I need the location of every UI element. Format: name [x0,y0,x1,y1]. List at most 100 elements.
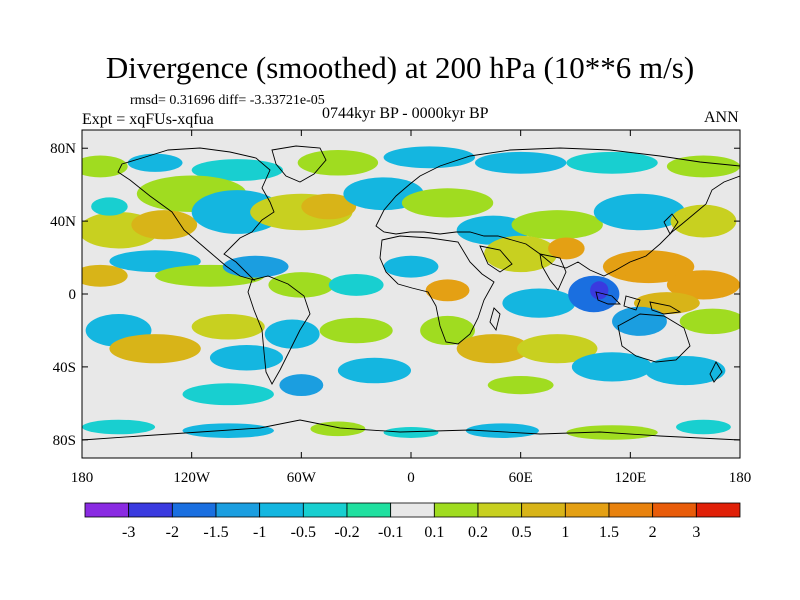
divergence-region [264,319,320,349]
divergence-region [566,151,658,174]
colorbar-label: 2 [649,524,657,541]
colorbar-label: 0.5 [512,524,532,541]
colorbar-swatch [215,502,261,518]
divergence-region [383,255,439,278]
divergence-region [191,314,265,340]
divergence-region [383,427,439,438]
map-axes: 80N 40N 0 40S 80S 180 120W 60W 0 60E 120E 180 [50,130,751,486]
figure-title: Divergence (smoothed) at 200 hPa (10**6 … [105,50,695,85]
divergence-region [91,197,128,216]
coastlines [82,145,740,441]
colorbar-swatch [521,502,566,518]
divergence-region [511,210,603,240]
lon-tick-label: 60E [509,470,533,486]
experiment-label: Expt = xqFUs-xqfua [82,111,214,128]
divergence-region [602,250,695,284]
colorbar-label: -0.5 [291,524,316,541]
divergence-region [319,317,393,344]
colorbar-swatch [433,502,479,518]
colorbar-swatch [390,502,435,518]
lat-tick-label: 80S [53,433,76,449]
divergence-region [109,250,201,273]
divergence-region [209,345,284,371]
colorbar-swatch [695,502,741,518]
divergence-region [109,334,201,364]
colorbar-label: 1.5 [599,524,619,541]
colorbar-swatch [608,502,654,518]
divergence-region [328,273,384,296]
colorbar: -3 -2 -1.5 -1 -0.5 -0.2 -0.1 0.1 0.2 0.5 1 1.5 2 3 [84,502,741,541]
divergence-region [571,352,653,382]
divergence-region [301,193,357,220]
divergence-region [82,264,128,287]
divergence-region [593,193,686,231]
divergence-region [487,376,554,395]
divergence-region [401,188,494,218]
colorbar-swatch [564,502,610,518]
divergence-region [666,270,740,300]
lat-tick-label: 40N [50,214,76,230]
divergence-region [474,151,567,174]
divergence-region [222,255,289,278]
divergence-region [191,159,284,182]
divergence-region [676,419,731,435]
divergence-region [337,357,412,384]
divergence-region [666,155,740,178]
divergence-region [279,374,324,397]
lon-tick-label: 180 [71,470,94,486]
divergence-region [612,306,667,336]
colorbar-label: -3 [122,524,135,541]
divergence-region [465,423,539,438]
colorbar-swatch [652,502,697,518]
colorbar-swatch [477,502,523,518]
divergence-region [297,150,379,176]
colorbar-label: 0.2 [468,524,488,541]
divergence-region [420,315,475,346]
divergence-region [127,153,183,172]
colorbar-label: -0.1 [378,524,403,541]
divergence-region [644,355,726,386]
stats-label: rmsd= 0.31696 diff= -3.33721e-05 [130,93,325,108]
colorbar-label: 1 [561,524,569,541]
colorbar-label: -0.2 [334,524,359,541]
divergence-region [679,308,740,335]
season-label: ANN [704,109,739,126]
lon-tick-label: 180 [729,470,752,486]
divergence-region [131,210,198,240]
divergence-region [502,288,576,318]
divergence-region [268,272,335,298]
divergence-region [425,279,470,302]
divergence-region [182,383,274,406]
colorbar-swatch [128,502,173,518]
colorbar-label: 0.1 [424,524,444,541]
colorbar-swatch [346,502,392,518]
lat-tick-label: 80N [50,141,76,157]
colorbar-swatch [259,502,304,518]
colorbar-label: -1 [253,524,266,541]
lon-tick-label: 60W [287,470,317,486]
colorbar-swatch [84,502,130,518]
lon-tick-label: 120W [173,470,211,486]
colorbar-swatch [302,502,348,518]
period-label: 0744kyr BP - 0000kyr BP [322,105,489,122]
colorbar-swatch [171,502,217,518]
divergence-region [548,237,585,260]
lat-tick-label: 40S [53,360,76,376]
colorbar-label: -2 [166,524,179,541]
lon-tick-label: 0 [407,470,415,486]
divergence-region [517,334,598,364]
colorbar-label: 3 [692,524,700,541]
divergence-region [191,190,284,234]
divergence-region [82,155,128,178]
divergence-region [590,281,609,300]
divergence-region [383,146,475,169]
lat-tick-label: 0 [69,287,77,303]
divergence-region [484,235,558,273]
divergence-region [456,334,530,364]
divergence-region [182,423,274,438]
divergence-region [82,419,156,435]
lon-tick-label: 120E [614,470,646,486]
colorbar-label: -1.5 [203,524,228,541]
divergence-region [670,204,737,238]
